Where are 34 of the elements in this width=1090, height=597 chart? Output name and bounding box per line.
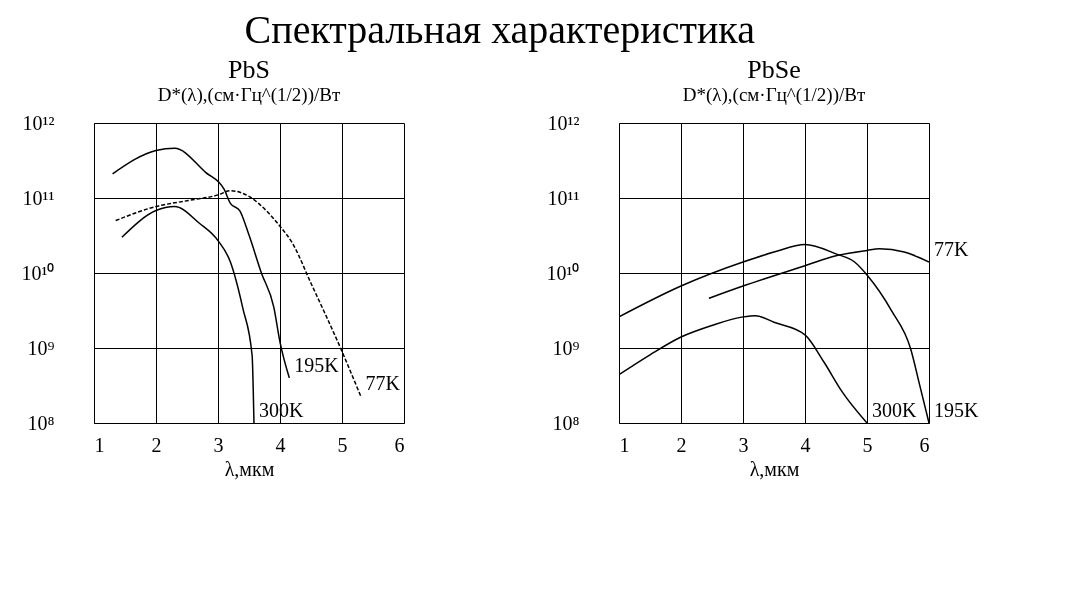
x-tick-label: 6	[394, 433, 405, 456]
series-label: 195K	[934, 399, 979, 421]
series-label: 77K	[365, 371, 401, 394]
chart-subtitle: PbSe	[747, 55, 801, 84]
y-axis-title: D*(λ),(см·Гц^(1/2))/Вт	[157, 84, 341, 106]
x-tick-label: 4	[275, 433, 286, 456]
y-tick-label: 10⁸	[27, 411, 55, 434]
series-label: 300K	[872, 399, 917, 421]
x-tick-label: 1	[94, 433, 105, 456]
x-tick-label: 1	[619, 433, 630, 456]
y-tick-label: 10⁹	[552, 336, 580, 359]
x-tick-label: 3	[213, 433, 224, 456]
y-tick-label: 10¹²	[547, 111, 580, 134]
y-axis-title: D*(λ),(см·Гц^(1/2))/Вт	[682, 84, 866, 106]
y-tick-label: 10⁹	[27, 336, 55, 359]
x-tick-label: 5	[337, 433, 348, 456]
series-label: 77K	[934, 238, 969, 261]
x-tick-label: 6	[919, 433, 930, 456]
y-tick-label: 10¹⁰	[546, 261, 580, 284]
y-tick-label: 10¹¹	[547, 186, 580, 209]
x-tick-label: 3	[738, 433, 749, 456]
x-tick-label: 2	[676, 433, 687, 456]
y-tick-label: 10¹²	[22, 111, 55, 134]
x-tick-label: 2	[151, 433, 162, 456]
y-tick-label: 10¹¹	[22, 186, 55, 209]
chart-subtitle: PbS	[228, 55, 270, 84]
y-tick-label: 10¹⁰	[21, 261, 55, 284]
series-label: 195K	[294, 353, 340, 376]
x-tick-label: 4	[800, 433, 811, 456]
x-tick-label: 5	[862, 433, 873, 456]
y-tick-label: 10⁸	[552, 411, 580, 434]
x-axis-title: λ,мкм	[224, 457, 275, 480]
text: Спектральная характеристика	[244, 6, 756, 52]
x-axis-title: λ,мкм	[749, 457, 800, 480]
